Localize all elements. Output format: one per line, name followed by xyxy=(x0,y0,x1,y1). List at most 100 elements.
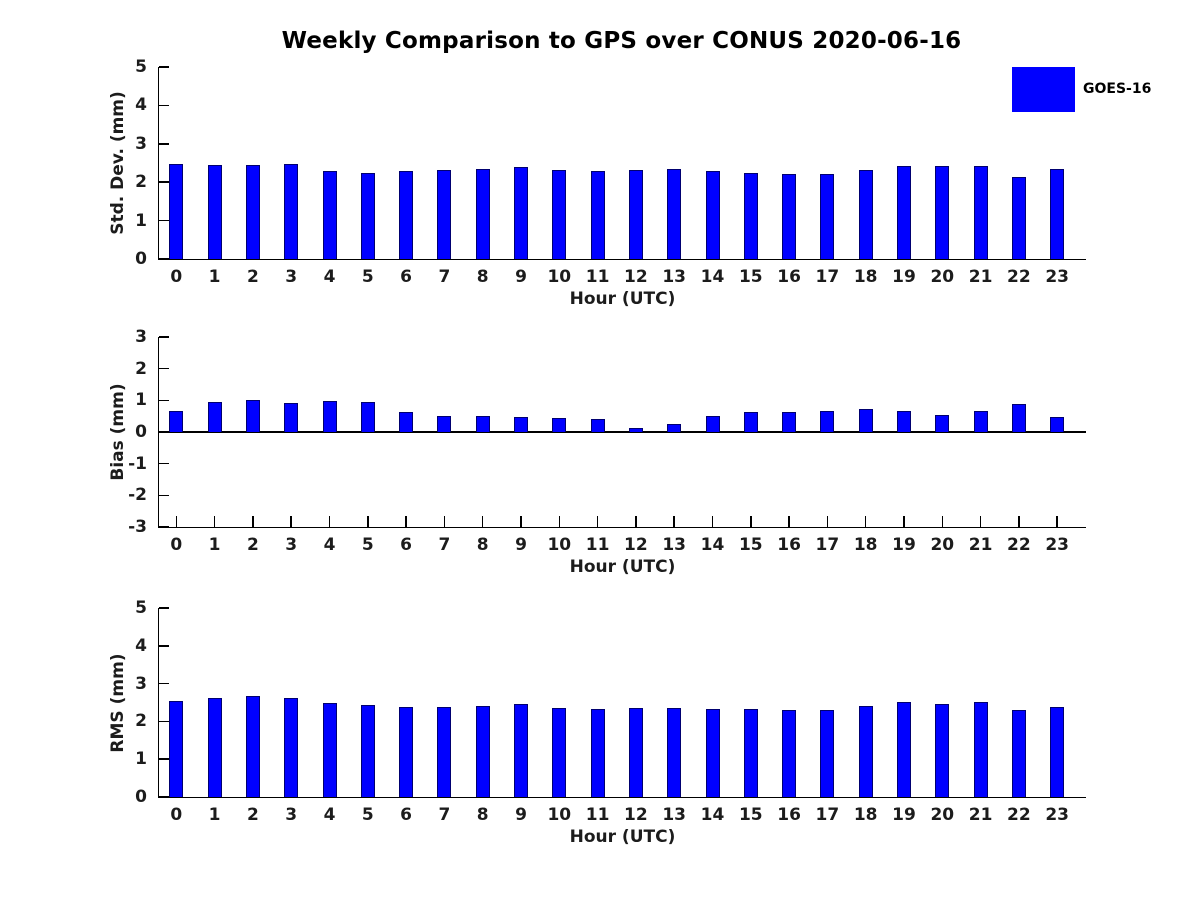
x-tick-label: 14 xyxy=(700,535,725,555)
bar-hour-14 xyxy=(705,415,720,432)
x-tick-label: 9 xyxy=(515,535,527,555)
x-tick-mark xyxy=(290,516,292,527)
rms-plot: Hour (UTC) 0 1 2 3 4 5 0 1 2 3 4 5 6 7 8 9 10 11 12 13 14 15 1… xyxy=(135,598,1086,847)
x-tick-label: 3 xyxy=(285,267,298,287)
rms-y-axis-label: RMS (mm) xyxy=(108,652,128,753)
y-tick-mark xyxy=(159,796,169,798)
bar-hour-16 xyxy=(782,411,797,432)
x-tick-label: 15 xyxy=(738,535,763,555)
x-tick-label: 16 xyxy=(777,267,801,287)
bar-hour-23 xyxy=(1050,416,1065,432)
bias-x-axis-label: Hour (UTC) xyxy=(569,557,676,577)
bar-hour-20 xyxy=(935,414,950,432)
y-tick-mark xyxy=(159,104,169,107)
x-tick-mark xyxy=(175,516,178,527)
bar-hour-16 xyxy=(782,174,797,259)
bar-hour-0 xyxy=(169,700,184,797)
x-tick-label: 23 xyxy=(1045,267,1070,287)
bar-hour-19 xyxy=(897,702,911,797)
x-tick-label: 8 xyxy=(476,267,489,287)
y-tick-mark xyxy=(159,462,169,465)
bar-hour-17 xyxy=(820,709,835,797)
x-tick-label: 17 xyxy=(815,535,840,555)
bar-hour-1 xyxy=(207,401,222,432)
bar-hour-9 xyxy=(514,166,528,259)
bar-hour-8 xyxy=(475,705,490,797)
bar-hour-23 xyxy=(1050,707,1065,797)
bar-hour-8 xyxy=(475,416,490,432)
bar-hour-18 xyxy=(858,409,873,432)
y-tick-label: 4 xyxy=(135,635,147,656)
x-tick-label: 10 xyxy=(547,805,572,825)
x-tick-mark xyxy=(788,516,790,527)
x-tick-mark xyxy=(481,516,484,527)
bar-hour-15 xyxy=(743,412,758,432)
bar-hour-10 xyxy=(552,707,567,797)
x-tick-label: 2 xyxy=(246,535,259,555)
x-tick-mark xyxy=(750,516,752,527)
x-tick-label: 14 xyxy=(700,805,725,825)
y-tick-mark xyxy=(159,181,169,183)
y-tick-label: 1 xyxy=(135,210,147,231)
x-tick-label: 0 xyxy=(170,805,183,825)
x-tick-label: 21 xyxy=(968,805,993,825)
x-tick-mark xyxy=(520,516,522,527)
bar-hour-17 xyxy=(820,173,835,259)
x-tick-mark xyxy=(213,516,216,527)
stddev-plot: Hour (UTC) 0 1 2 3 4 5 0 1 2 3 4 5 6 7 8 9 10 11 12 13 14 15 1… xyxy=(135,57,1086,309)
bar-hour-18 xyxy=(858,705,873,797)
y-tick-mark xyxy=(159,219,169,222)
y-tick-label: 2 xyxy=(135,172,147,193)
y-tick-mark xyxy=(159,336,169,338)
x-tick-label: 22 xyxy=(1007,535,1031,555)
x-tick-label: 2 xyxy=(246,805,259,825)
x-tick-label: 11 xyxy=(585,267,610,287)
bar-hour-20 xyxy=(935,703,950,797)
x-tick-label: 22 xyxy=(1007,805,1031,825)
x-tick-label: 10 xyxy=(547,535,572,555)
x-tick-mark xyxy=(405,516,407,527)
y-tick-label: -3 xyxy=(128,517,147,537)
y-tick-mark xyxy=(159,682,169,685)
bar-hour-5 xyxy=(360,401,375,432)
x-tick-label: 6 xyxy=(400,805,413,825)
x-tick-mark xyxy=(903,516,905,527)
x-tick-label: 10 xyxy=(547,267,572,287)
y-tick-label: 1 xyxy=(135,390,147,411)
x-tick-label: 3 xyxy=(285,535,298,555)
bar-hour-2 xyxy=(245,696,260,797)
bar-hour-20 xyxy=(935,166,950,259)
y-tick-mark xyxy=(159,66,169,68)
x-tick-mark xyxy=(252,516,254,527)
legend-swatch-goes16 xyxy=(1012,67,1075,112)
x-tick-label: 9 xyxy=(515,267,527,287)
bar-hour-14 xyxy=(705,708,720,797)
bar-hour-14 xyxy=(705,171,720,259)
x-tick-label: 18 xyxy=(853,535,878,555)
x-tick-mark xyxy=(864,516,867,527)
x-tick-label: 13 xyxy=(662,535,687,555)
bar-hour-17 xyxy=(820,411,835,432)
bar-hour-4 xyxy=(322,400,337,432)
x-tick-label: 0 xyxy=(170,535,183,555)
bar-hour-8 xyxy=(475,168,490,259)
y-tick-mark xyxy=(159,143,169,145)
bar-hour-7 xyxy=(437,169,452,259)
x-tick-mark xyxy=(711,516,714,527)
x-tick-label: 18 xyxy=(853,805,878,825)
bar-hour-6 xyxy=(399,706,414,797)
y-tick-mark xyxy=(159,758,169,760)
bar-hour-2 xyxy=(245,164,260,259)
x-tick-mark xyxy=(558,516,561,527)
x-tick-label: 19 xyxy=(892,805,916,825)
y-tick-label: 0 xyxy=(135,787,147,807)
x-tick-label: 1 xyxy=(208,267,221,287)
bar-hour-9 xyxy=(514,704,528,797)
rms-x-axis-label: Hour (UTC) xyxy=(569,827,676,847)
x-tick-label: 5 xyxy=(361,805,374,825)
bar-hour-13 xyxy=(667,169,682,259)
bias-plot: Hour (UTC) -3 -2 -1 0 1 2 3 0 1 2 3 4 5 6 7 8 9 10 11 12 13 1… xyxy=(128,327,1086,577)
x-tick-label: 7 xyxy=(438,535,451,555)
bar-hour-13 xyxy=(667,707,682,797)
